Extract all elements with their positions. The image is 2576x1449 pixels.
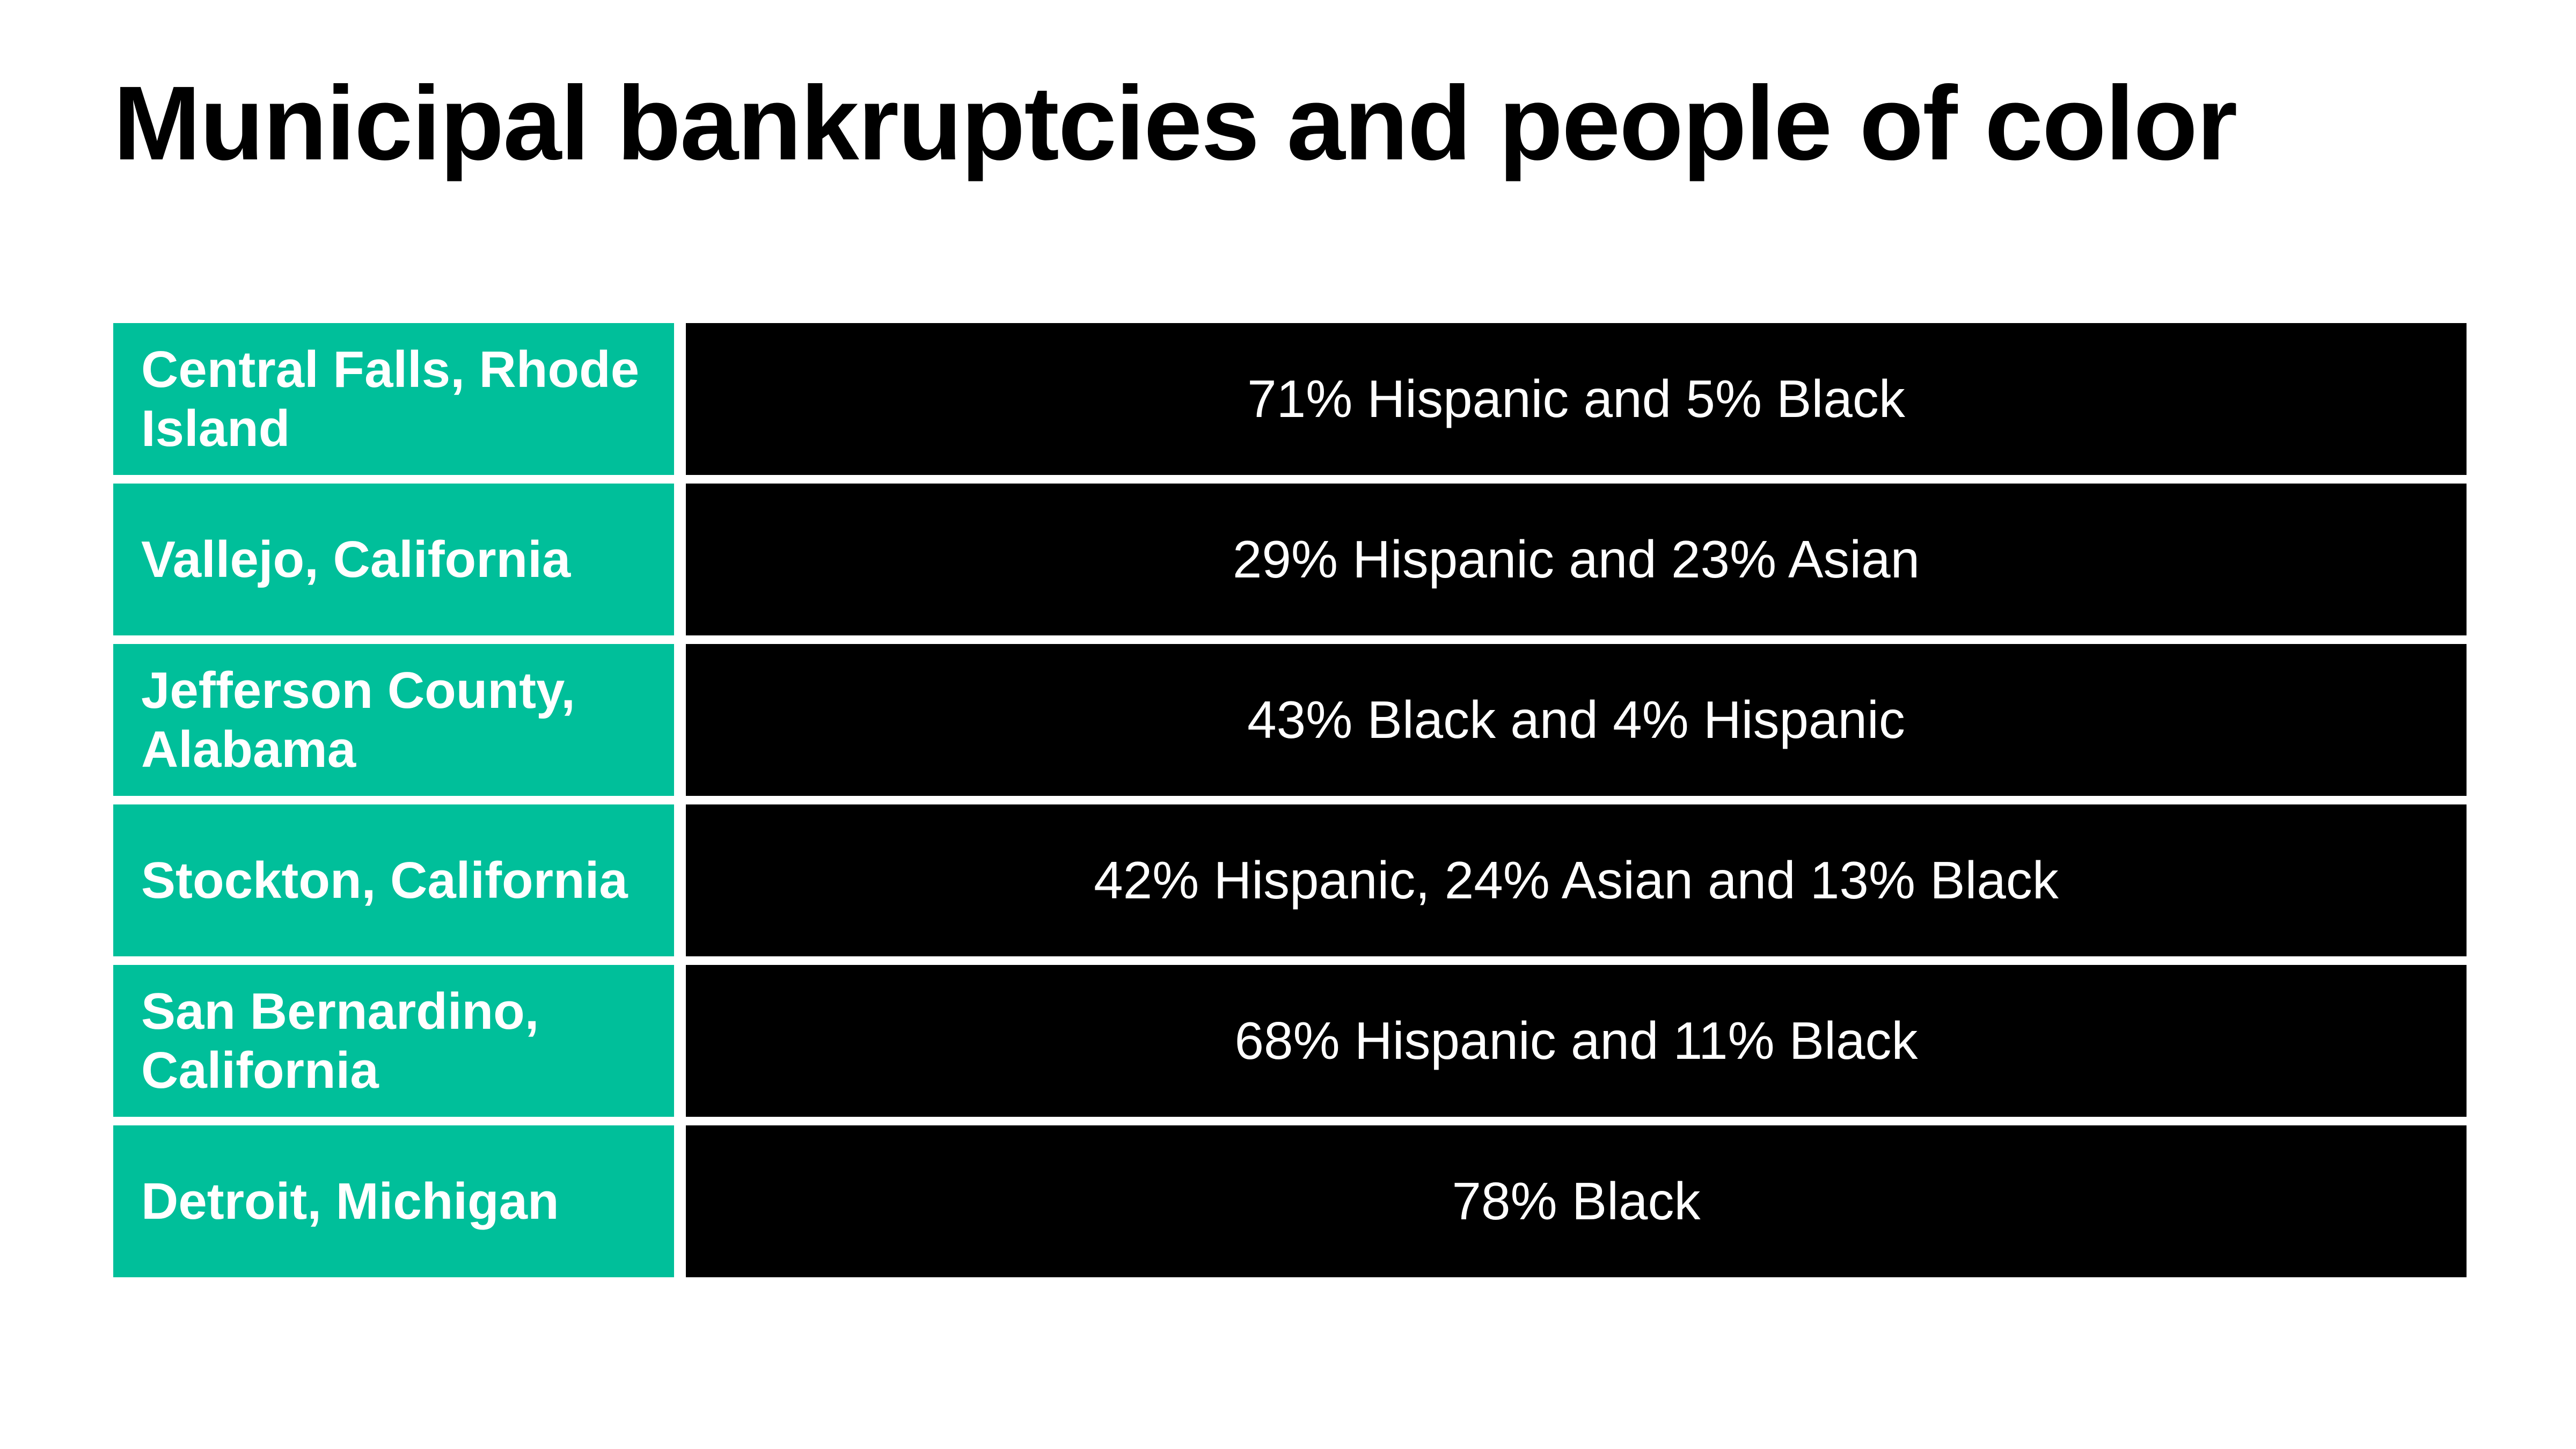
demographics-cell: 78% Black — [686, 1125, 2467, 1277]
location-cell: San Bernardino, California — [113, 965, 674, 1117]
demographics-cell: 42% Hispanic, 24% Asian and 13% Black — [686, 804, 2467, 956]
location-cell: Vallejo, California — [113, 484, 674, 635]
table-row: Central Falls, Rhode Island 71% Hispanic… — [113, 323, 2467, 475]
table-row: Vallejo, California 29% Hispanic and 23%… — [113, 484, 2467, 635]
cell-divider — [674, 323, 686, 475]
cell-divider — [674, 644, 686, 796]
cell-divider — [674, 965, 686, 1117]
bankruptcy-demographics-table: Central Falls, Rhode Island 71% Hispanic… — [113, 323, 2467, 1277]
table-row: Jefferson County, Alabama 43% Black and … — [113, 644, 2467, 796]
demographics-cell: 29% Hispanic and 23% Asian — [686, 484, 2467, 635]
location-cell: Jefferson County, Alabama — [113, 644, 674, 796]
demographics-cell: 71% Hispanic and 5% Black — [686, 323, 2467, 475]
cell-divider — [674, 484, 686, 635]
table-row: Detroit, Michigan 78% Black — [113, 1125, 2467, 1277]
cell-divider — [674, 804, 686, 956]
location-cell: Stockton, California — [113, 804, 674, 956]
table-row: San Bernardino, California 68% Hispanic … — [113, 965, 2467, 1117]
page-title: Municipal bankruptcies and people of col… — [113, 64, 2237, 182]
location-cell: Detroit, Michigan — [113, 1125, 674, 1277]
location-cell: Central Falls, Rhode Island — [113, 323, 674, 475]
table-row: Stockton, California 42% Hispanic, 24% A… — [113, 804, 2467, 956]
cell-divider — [674, 1125, 686, 1277]
demographics-cell: 68% Hispanic and 11% Black — [686, 965, 2467, 1117]
demographics-cell: 43% Black and 4% Hispanic — [686, 644, 2467, 796]
